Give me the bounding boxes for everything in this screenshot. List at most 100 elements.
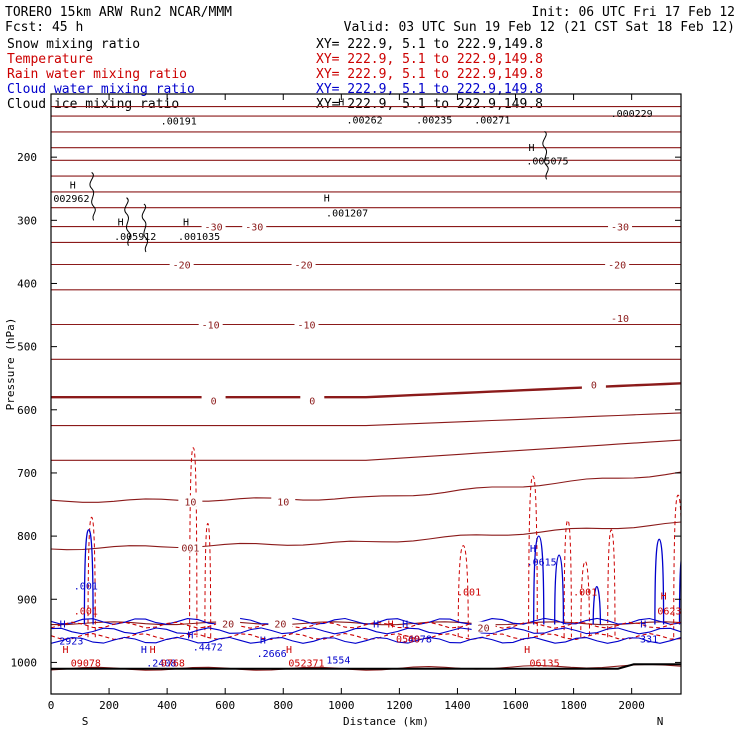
maximum-value-label: 2923 <box>59 636 83 647</box>
rain-contour <box>607 529 616 638</box>
maximum-h-marker: H <box>187 630 193 641</box>
y-tick-label: 300 <box>17 214 37 227</box>
maximum-h-marker: H <box>524 645 530 656</box>
legend-top-xy: XY= 222.9, 5.1 to 222.9,149.8 <box>316 37 543 52</box>
snow-ice-contour <box>542 130 549 180</box>
label-mask <box>581 378 606 390</box>
label-mask <box>178 541 203 553</box>
legend-field-xy: XY= 222.9, 5.1 to 222.9,149.8 <box>316 82 543 97</box>
y-tick-label: 400 <box>17 277 37 290</box>
isotherm-label: 20 <box>274 619 286 630</box>
label-mask <box>198 318 223 330</box>
snow-ice-contour <box>89 172 96 221</box>
isotherm-label: 0 <box>309 396 315 407</box>
legend-field-name: Rain water mixing ratio <box>7 67 187 82</box>
label-mask <box>201 394 226 406</box>
maximum-value-label: .002962 <box>47 194 89 205</box>
cloud-water-contour <box>533 535 545 625</box>
maximum-value-label: 331 <box>640 634 658 645</box>
x-tick-label: 1400 <box>444 699 471 712</box>
maximum-value-label: .4078 <box>402 634 432 645</box>
label-mask <box>178 495 203 507</box>
isotherm-label: 0 <box>591 381 597 392</box>
maximum-h-marker: H <box>402 620 408 631</box>
cloud-water-contour <box>554 554 565 625</box>
boundary-layer-contour <box>51 632 681 641</box>
legend-field-name: Cloud ice mixing ratio <box>7 97 179 112</box>
y-tick-label: 500 <box>17 341 37 354</box>
maximum-value-label: 09078 <box>71 658 101 669</box>
maximum-h-marker: H <box>661 591 667 602</box>
isotherm-label: -10 <box>297 321 315 332</box>
maximum-value-label: .00235 <box>416 115 452 126</box>
y-tick-label: 200 <box>17 151 37 164</box>
isotherm-label: -30 <box>245 223 263 234</box>
maximum-value-label: .001 <box>457 588 481 599</box>
maximum-h-marker: H <box>118 217 124 228</box>
isotherm-line <box>51 382 681 399</box>
maximum-h-marker: H <box>338 97 344 108</box>
maximum-h-marker: H <box>373 620 379 631</box>
legend-field-xy: XY= 222.9, 5.1 to 222.9,149.8 <box>316 67 543 82</box>
rain-contour <box>580 560 590 638</box>
isotherm-label: 20 <box>478 624 490 635</box>
plot-frame <box>50 93 682 695</box>
cloud-water-contour <box>678 556 681 625</box>
maximum-value-label: 0560 <box>396 634 420 645</box>
isotherm-label: -10 <box>611 314 629 325</box>
valid-time: Valid: 03 UTC Sun 19 Feb 12 (21 CST Sat … <box>344 20 735 35</box>
south-end-label: S <box>82 715 89 728</box>
y-tick-label: 1000 <box>11 656 38 669</box>
isotherm-line <box>51 412 681 427</box>
maximum-h-marker: H <box>150 645 156 656</box>
rain-contour <box>528 475 538 638</box>
x-tick-label: 600 <box>215 699 235 712</box>
maximum-value-label: .00271 <box>474 115 510 126</box>
isotherm-label: -20 <box>608 261 626 272</box>
y-tick-label: 800 <box>17 530 37 543</box>
isotherm-label: -30 <box>205 223 223 234</box>
maximum-value-label: .00191 <box>161 117 197 128</box>
rain-contour <box>457 545 469 638</box>
maximum-h-marker: H <box>60 620 66 631</box>
maximum-value-label: 0623 <box>657 607 681 618</box>
cloud-water-contour <box>654 538 665 625</box>
boundary-layer-contour <box>51 621 681 629</box>
y-axis-label: Pressure (hPa) <box>4 318 17 411</box>
isotherm-label: 001 <box>181 543 199 554</box>
rain-contour <box>563 519 572 638</box>
maximum-h-marker: H <box>141 645 147 656</box>
snow-ice-contour <box>124 197 131 246</box>
x-axis-label: Distance (km) <box>343 715 429 728</box>
y-tick-label: 700 <box>17 467 37 480</box>
maximum-value-label: 0768 <box>161 658 185 669</box>
label-mask <box>268 617 293 629</box>
x-tick-label: 1200 <box>386 699 413 712</box>
isotherm-label: 10 <box>184 497 196 508</box>
boundary-layer-contour <box>51 627 681 635</box>
maximum-value-label: .001 <box>74 581 98 592</box>
isotherm-label: 0 <box>211 396 217 407</box>
boundary-layer-contour <box>51 636 681 644</box>
x-tick-label: 1600 <box>502 699 529 712</box>
maximum-value-label: .4472 <box>193 643 223 654</box>
maximum-h-marker: H <box>183 217 189 228</box>
maximum-h-marker: H <box>324 193 330 204</box>
maximum-value-label: .005075 <box>526 156 568 167</box>
label-mask <box>608 312 633 324</box>
isotherm-label: -20 <box>173 261 191 272</box>
y-tick-label: 600 <box>17 404 37 417</box>
maximum-value-label: .001207 <box>326 209 368 220</box>
maximum-h-marker: H <box>286 645 292 656</box>
isotherm-label: -30 <box>611 223 629 234</box>
model-title: TORERO 15km ARW Run2 NCAR/MMM <box>5 5 232 20</box>
x-tick-label: 0 <box>48 699 55 712</box>
maximum-value-label: .0615 <box>527 557 557 568</box>
legend-field-xy: XY= 222.9, 5.1 to 222.9,149.8 <box>316 97 543 112</box>
label-mask <box>242 220 267 232</box>
label-mask <box>291 258 316 270</box>
forecast-hour: Fcst: 45 h <box>5 20 83 35</box>
surface-line <box>51 663 681 670</box>
x-tick-label: 400 <box>157 699 177 712</box>
